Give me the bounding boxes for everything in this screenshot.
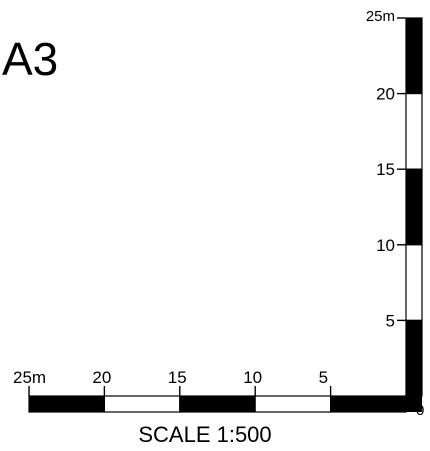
horizontal-bar-segment — [254, 395, 332, 413]
vertical-tick-label: 5 — [386, 311, 395, 330]
horizontal-scale-bar — [28, 395, 422, 413]
sheet-size-label: A3 — [2, 33, 59, 85]
vertical-bar-segment — [405, 168, 423, 246]
horizontal-bar-segment — [103, 395, 181, 413]
scale-bar-labels: 25m 20 15 10 5 25m 20 15 10 5 0 — [13, 8, 424, 419]
vertical-bar-segment — [405, 17, 423, 95]
vertical-bar-segment — [405, 319, 423, 397]
horizontal-tick-label: 10 — [243, 368, 262, 387]
vertical-bar-segment — [405, 92, 423, 170]
horizontal-bar-segment — [28, 395, 106, 413]
horizontal-tick-label: 25m — [13, 368, 46, 387]
scale-caption: SCALE 1:500 — [138, 422, 272, 447]
vertical-tick-label: 10 — [376, 236, 395, 255]
horizontal-bar-segment — [330, 395, 407, 413]
horizontal-bar-segment — [179, 395, 256, 413]
vertical-tick-label: 15 — [376, 160, 395, 179]
vertical-tick-label: 25m — [366, 8, 395, 25]
vertical-bar-segment — [405, 244, 423, 322]
vertical-tick-label: 20 — [376, 85, 395, 104]
vertical-scale-bar — [405, 17, 423, 397]
horizontal-tick-label: 15 — [168, 368, 187, 387]
horizontal-tick-label: 20 — [92, 368, 111, 387]
origin-label: 0 — [416, 402, 424, 419]
corner-block — [406, 396, 422, 412]
horizontal-tick-label: 5 — [319, 368, 328, 387]
